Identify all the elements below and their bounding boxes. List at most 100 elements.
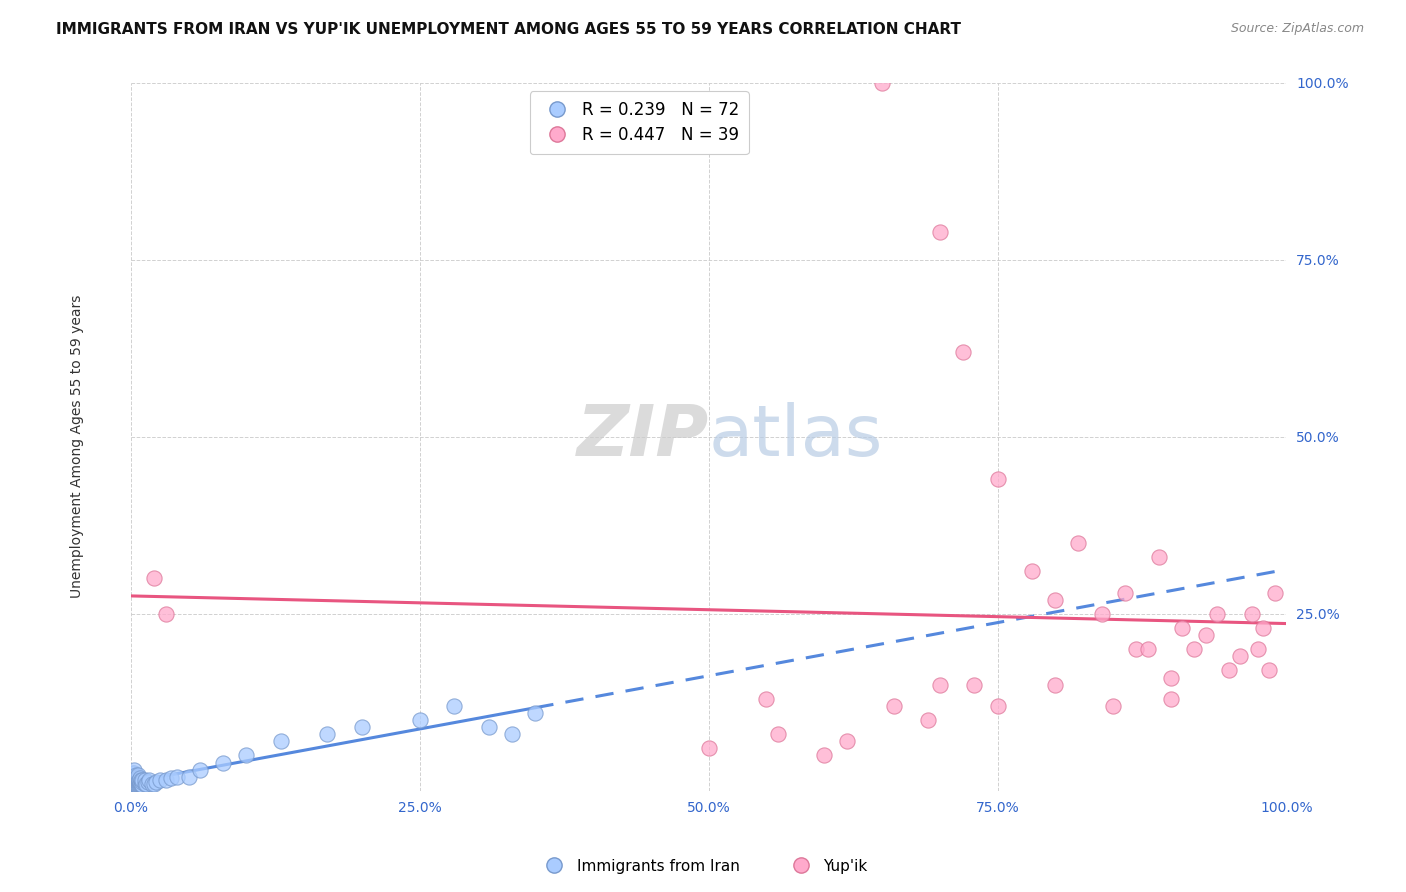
Point <box>1253 621 1275 635</box>
Point <box>138 773 160 788</box>
Point <box>121 780 143 795</box>
Point <box>149 773 172 788</box>
Point <box>1149 550 1171 565</box>
Text: IMMIGRANTS FROM IRAN VS YUP'IK UNEMPLOYMENT AMONG AGES 55 TO 59 YEARS CORRELATIO: IMMIGRANTS FROM IRAN VS YUP'IK UNEMPLOYM… <box>56 22 962 37</box>
Point <box>837 734 859 748</box>
Point <box>1090 607 1112 621</box>
Point <box>125 775 148 789</box>
Point <box>124 780 146 795</box>
Point <box>125 778 148 792</box>
Point <box>124 771 146 785</box>
Point <box>1229 649 1251 664</box>
Point <box>155 607 177 621</box>
Point <box>122 771 145 785</box>
Point <box>124 768 146 782</box>
Point <box>124 777 146 791</box>
Point <box>145 775 167 789</box>
Point <box>1160 671 1182 685</box>
Point <box>501 727 523 741</box>
Point <box>963 678 986 692</box>
Point <box>134 773 156 788</box>
Point <box>478 720 501 734</box>
Point <box>131 772 153 787</box>
Point <box>122 773 145 788</box>
Point <box>1125 642 1147 657</box>
Point <box>127 773 149 788</box>
Point <box>177 770 200 784</box>
Point <box>124 773 146 788</box>
Point <box>270 734 292 748</box>
Point <box>188 763 211 777</box>
Point <box>122 775 145 789</box>
Point <box>127 775 149 789</box>
Point <box>1171 621 1194 635</box>
Point <box>987 472 1010 486</box>
Point <box>952 345 974 359</box>
Point <box>124 778 146 792</box>
Point <box>1067 536 1090 550</box>
Point <box>122 780 145 795</box>
Point <box>316 727 339 741</box>
Point <box>124 778 146 792</box>
Text: ZIP: ZIP <box>576 402 709 471</box>
Point <box>122 770 145 784</box>
Point <box>155 773 177 788</box>
Point <box>127 777 149 791</box>
Point <box>1045 592 1067 607</box>
Point <box>121 770 143 784</box>
Point <box>1045 678 1067 692</box>
Point <box>1194 628 1216 642</box>
Point <box>131 778 153 792</box>
Point <box>409 713 432 727</box>
Point <box>124 770 146 784</box>
Text: atlas: atlas <box>709 402 883 471</box>
Point <box>928 678 950 692</box>
Point <box>766 727 789 741</box>
Point <box>124 773 146 788</box>
Point <box>128 777 150 791</box>
Point <box>755 691 778 706</box>
Point <box>166 770 188 784</box>
Point <box>524 706 547 720</box>
Point <box>131 773 153 788</box>
Point <box>128 772 150 787</box>
Point <box>143 777 166 791</box>
Point <box>1182 642 1205 657</box>
Point <box>122 777 145 791</box>
Point <box>160 771 183 785</box>
Text: Source: ZipAtlas.com: Source: ZipAtlas.com <box>1230 22 1364 36</box>
Point <box>127 768 149 782</box>
Point <box>127 771 149 785</box>
Point <box>883 698 905 713</box>
Point <box>124 777 146 791</box>
Point <box>124 763 146 777</box>
Point <box>129 777 152 791</box>
Point <box>124 775 146 789</box>
Point <box>129 774 152 789</box>
Point <box>1102 698 1125 713</box>
Point <box>1206 607 1229 621</box>
Point <box>134 777 156 791</box>
Point <box>1264 585 1286 599</box>
Point <box>1021 565 1043 579</box>
Point <box>131 775 153 789</box>
Point <box>1114 585 1136 599</box>
Point <box>143 572 166 586</box>
Legend: R = 0.239   N = 72, R = 0.447   N = 39: R = 0.239 N = 72, R = 0.447 N = 39 <box>530 91 749 154</box>
Point <box>125 773 148 788</box>
Point <box>124 766 146 780</box>
Point <box>917 713 939 727</box>
Point <box>1160 691 1182 706</box>
Point <box>135 777 157 791</box>
Point <box>1246 642 1268 657</box>
Point <box>121 777 143 791</box>
Point <box>124 768 146 782</box>
Point <box>987 698 1010 713</box>
Point <box>813 748 835 763</box>
Point <box>131 777 153 791</box>
Point <box>128 774 150 789</box>
Point <box>1136 642 1159 657</box>
Text: Unemployment Among Ages 55 to 59 years: Unemployment Among Ages 55 to 59 years <box>70 294 84 598</box>
Point <box>870 76 893 90</box>
Point <box>443 698 465 713</box>
